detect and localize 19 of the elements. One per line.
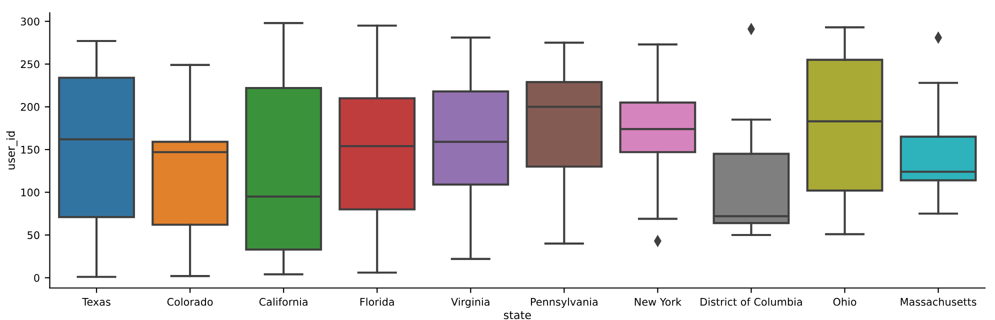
y-tick-label: 250 <box>20 60 40 68</box>
y-tick-label: 100 <box>21 188 40 196</box>
y-axis-title: user_id <box>6 131 18 170</box>
x-tick-label: District of Columbia <box>700 298 802 306</box>
y-tick-label: 200 <box>20 103 40 111</box>
x-tick-label: Virginia <box>451 298 490 308</box>
y-tick-label: 150 <box>21 146 40 154</box>
x-tick-label: Massachusetts <box>900 298 976 306</box>
x-axis-title: state <box>504 311 531 320</box>
x-tick-label: Pennsylvania <box>530 298 598 308</box>
x-tick-label: New York <box>634 298 682 306</box>
x-tick-label: Colorado <box>167 298 213 306</box>
x-tick-label: California <box>259 298 308 306</box>
y-tick-label: 0 <box>34 274 40 282</box>
x-tick-label: Ohio <box>833 298 856 306</box>
y-tick-label: 300 <box>20 18 40 26</box>
y-tick-label: 50 <box>28 231 40 240</box>
x-tick-label: Texas <box>82 298 110 306</box>
x-tick-label: Florida <box>360 298 394 306</box>
